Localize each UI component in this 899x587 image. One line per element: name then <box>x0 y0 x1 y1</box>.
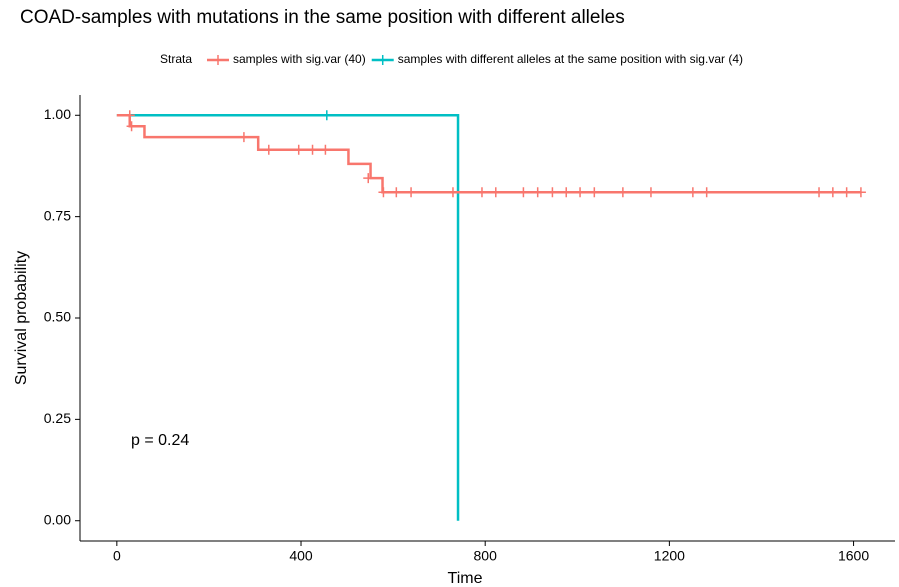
y-tick-label: 0.50 <box>44 309 71 325</box>
censor-mark <box>827 187 838 198</box>
censor-mark <box>293 144 304 155</box>
censor-mark <box>238 132 249 143</box>
p-value: p = 0.24 <box>131 432 189 449</box>
y-tick-label: 1.00 <box>44 106 71 122</box>
censor-mark <box>307 144 318 155</box>
censor-mark <box>363 173 374 184</box>
censor-mark <box>701 187 712 198</box>
x-tick-label: 400 <box>289 548 313 564</box>
x-tick-label: 1600 <box>838 548 869 564</box>
y-tick-label: 0.75 <box>44 207 71 223</box>
censor-mark <box>490 187 501 198</box>
legend-label: samples with sig.var (40) <box>233 52 366 66</box>
censor-mark <box>391 187 402 198</box>
censor-mark <box>687 187 698 198</box>
survival-curve <box>116 114 460 521</box>
censor-mark <box>124 110 135 121</box>
censor-mark <box>126 121 137 132</box>
censor-mark <box>814 187 825 198</box>
x-tick-label: 800 <box>474 548 498 564</box>
censor-mark <box>532 187 543 198</box>
y-tick-label: 0.00 <box>44 511 71 527</box>
censor-mark <box>406 187 417 198</box>
censor-mark <box>263 144 274 155</box>
censor-mark <box>855 187 866 198</box>
y-tick-label: 0.25 <box>44 410 71 426</box>
censor-mark <box>841 187 852 198</box>
chart-title: COAD-samples with mutations in the same … <box>20 7 625 28</box>
censor-mark <box>321 110 332 121</box>
censor-mark <box>589 187 600 198</box>
y-axis-label: Survival probability <box>13 251 30 385</box>
x-axis-label: Time <box>448 570 483 587</box>
censor-mark <box>320 144 331 155</box>
censor-mark <box>547 187 558 198</box>
survival-curve <box>116 114 861 194</box>
censor-mark <box>561 187 572 198</box>
censor-mark <box>645 187 656 198</box>
legend-label: samples with different alleles at the sa… <box>398 52 743 66</box>
censor-mark <box>518 187 529 198</box>
censor-mark <box>378 187 389 198</box>
legend-title: Strata <box>160 52 192 66</box>
censor-mark <box>447 187 458 198</box>
censor-mark <box>575 187 586 198</box>
censor-mark <box>476 187 487 198</box>
x-tick-label: 0 <box>113 548 121 564</box>
x-tick-label: 1200 <box>654 548 685 564</box>
censor-mark <box>617 187 628 198</box>
